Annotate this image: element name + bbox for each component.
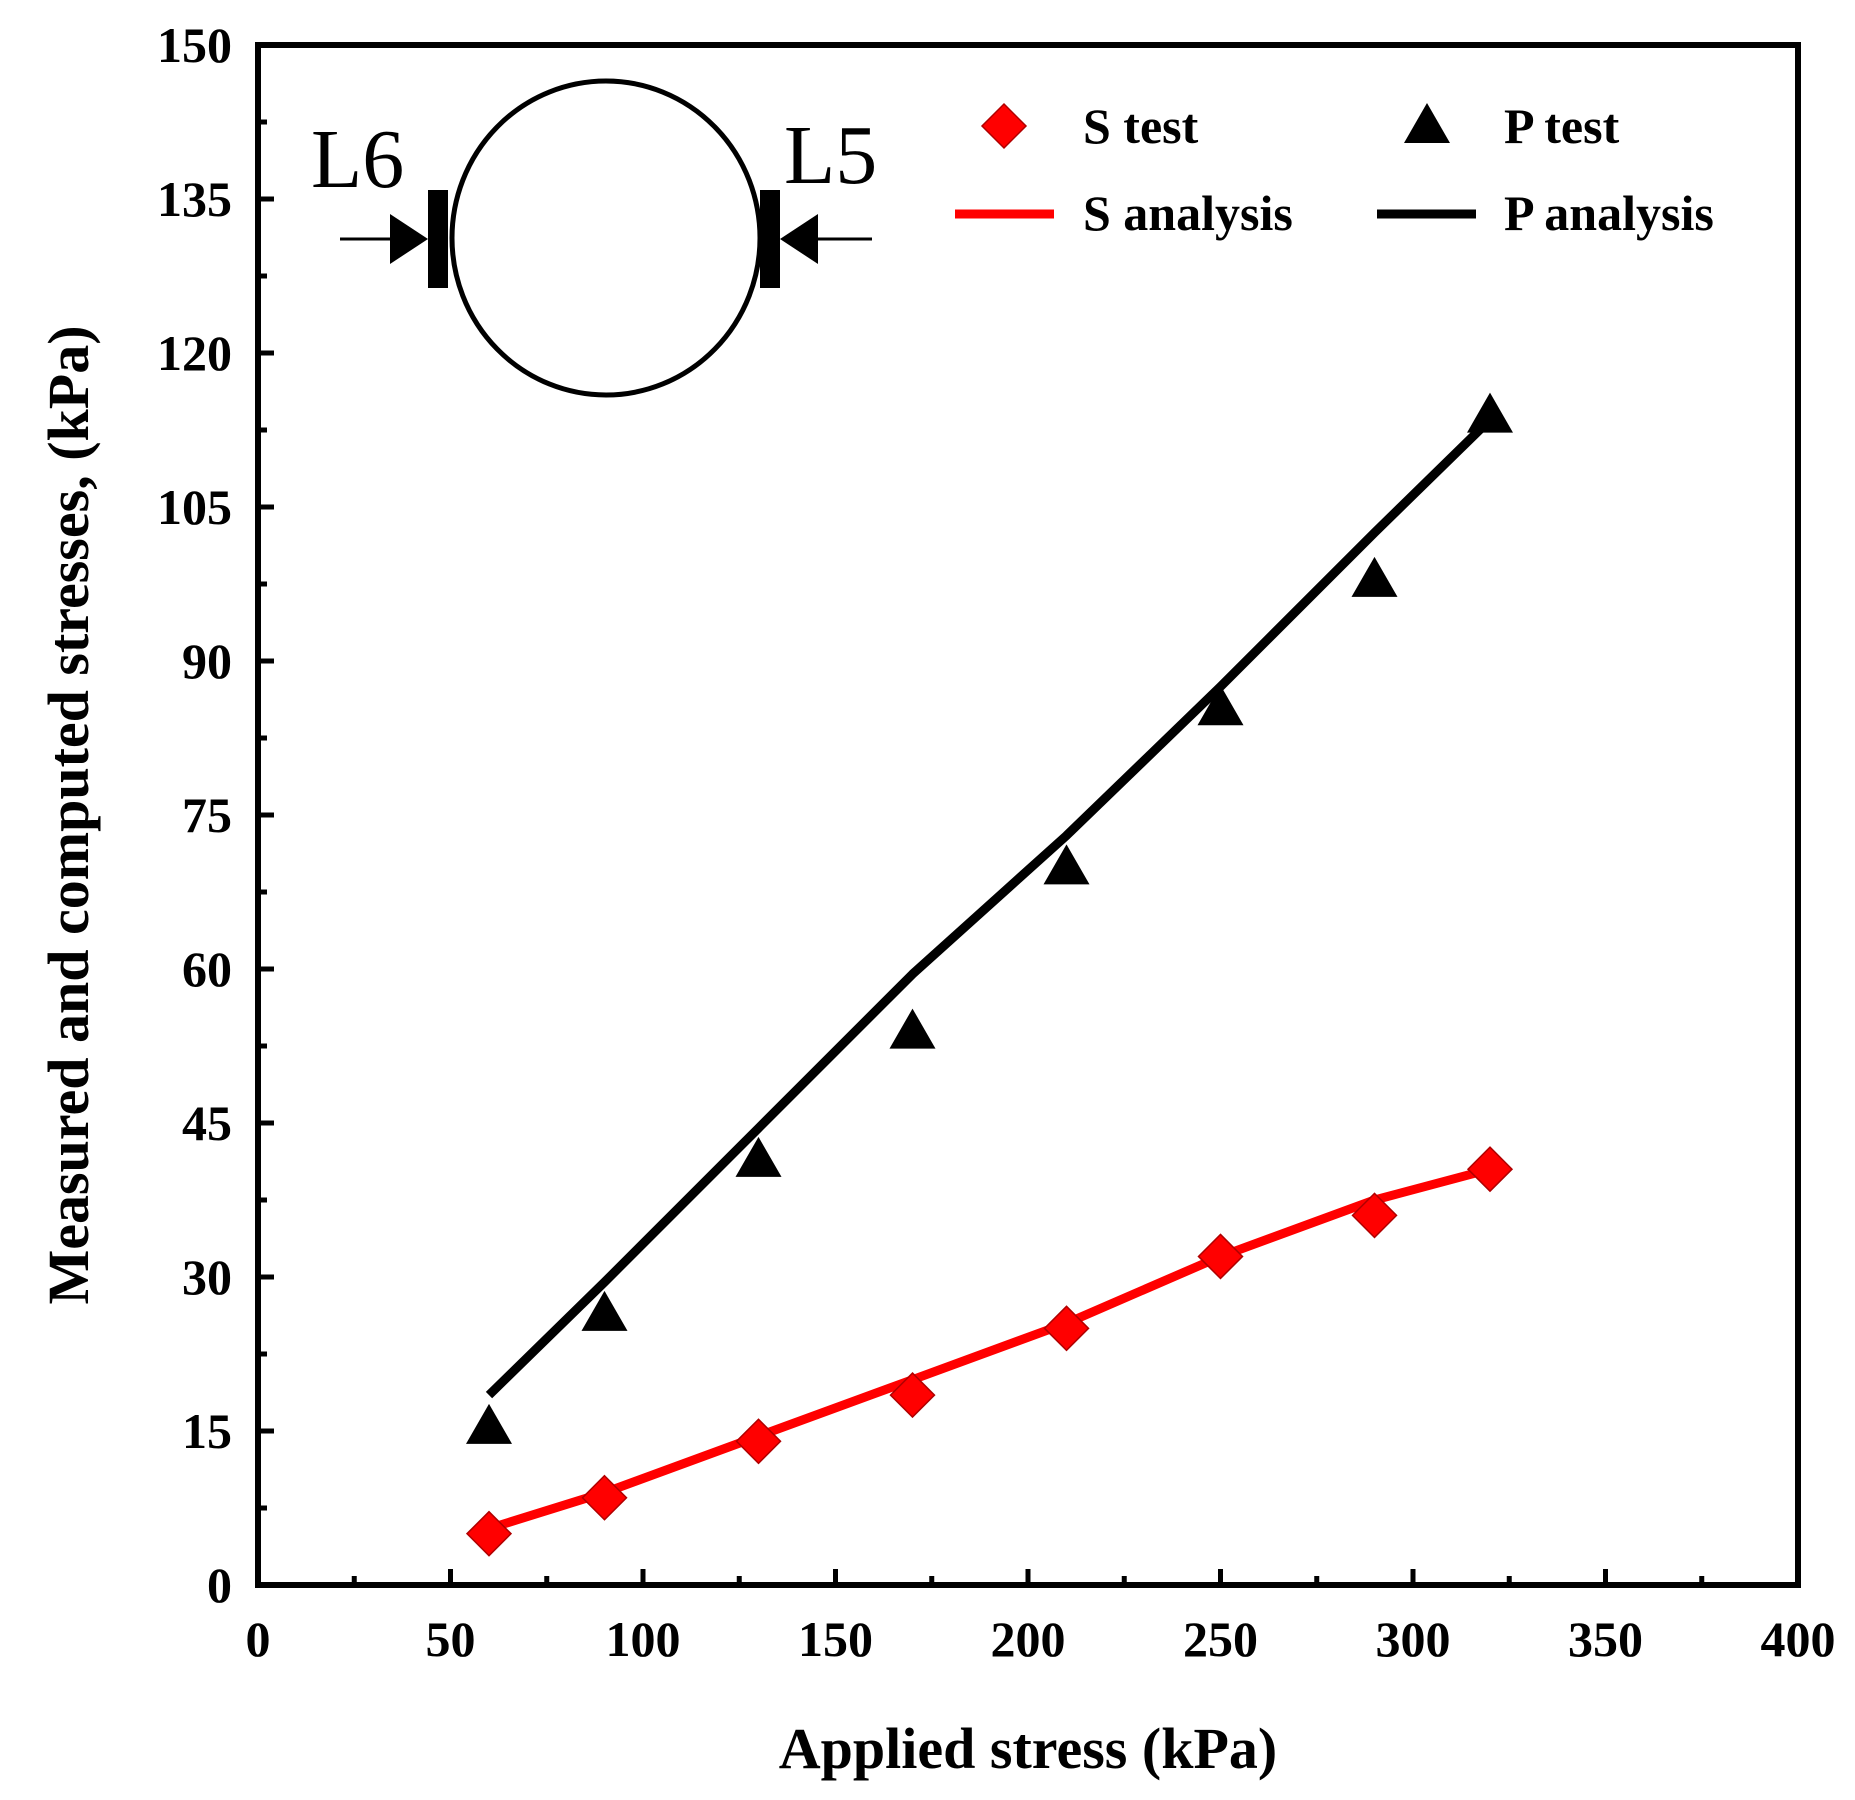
- pipe-circle: [449, 78, 763, 398]
- s-test-point: [581, 1474, 628, 1521]
- s-analysis-line: [487, 1164, 1492, 1533]
- y-tick-label: 75: [182, 787, 232, 843]
- legend-p-analysis-label: P analysis: [1504, 185, 1714, 241]
- legend-p-test-label: P test: [1504, 98, 1620, 154]
- p-test-point: [1351, 556, 1398, 597]
- p-analysis-line: [485, 416, 1494, 1399]
- legend-item-s-analysis: S analysis: [955, 185, 1293, 241]
- inset-pipe-diagram: L6 L5: [311, 78, 877, 398]
- y-tick-label: 150: [157, 17, 232, 73]
- s-test-point: [735, 1418, 782, 1465]
- legend-s-test-label: S test: [1083, 98, 1199, 154]
- legend-s-test-marker: [980, 102, 1028, 150]
- y-axis-tick-labels: 0 15 30 45 60 75 90 105 120 135 150: [157, 17, 232, 1613]
- legend-p-test-marker: [1404, 103, 1450, 143]
- x-axis-ticks: [351, 1569, 1705, 1585]
- y-tick-label: 105: [157, 479, 232, 535]
- right-pressure-cell: [760, 190, 780, 288]
- s-test-point: [1351, 1192, 1398, 1239]
- series-markers: [465, 392, 1514, 1557]
- s-test-point: [1197, 1233, 1244, 1280]
- x-tick-label: 0: [246, 1611, 271, 1667]
- y-tick-label: 0: [207, 1557, 232, 1613]
- p-test-point: [466, 1403, 512, 1444]
- x-tick-label: 400: [1761, 1611, 1836, 1667]
- inset-label-l6: L6: [311, 113, 404, 206]
- right-arrow-head: [780, 214, 818, 264]
- p-test-point: [735, 1136, 782, 1177]
- x-tick-label: 50: [426, 1611, 476, 1667]
- y-tick-label: 120: [157, 325, 232, 381]
- left-pressure-cell: [428, 190, 448, 288]
- inset-label-l5: L5: [784, 109, 877, 202]
- x-tick-label: 250: [1183, 1611, 1258, 1667]
- x-tick-label: 100: [606, 1611, 681, 1667]
- y-tick-label: 135: [157, 171, 232, 227]
- s-test-point: [1043, 1305, 1090, 1352]
- p-test-point: [1197, 685, 1244, 726]
- legend-s-analysis-label: S analysis: [1083, 185, 1293, 241]
- y-tick-label: 30: [182, 1249, 232, 1305]
- y-tick-label: 45: [182, 1095, 232, 1151]
- x-tick-label: 300: [1376, 1611, 1451, 1667]
- x-axis-title: Applied stress (kPa): [779, 1716, 1277, 1781]
- y-axis-ticks: [258, 119, 274, 1511]
- s-test-point: [465, 1510, 513, 1557]
- left-arrow-head: [390, 214, 428, 264]
- s-test-point: [1466, 1146, 1514, 1193]
- x-axis-tick-labels: 0 50 100 150 200 250 300 350 400: [246, 1611, 1836, 1667]
- p-test-point: [889, 1008, 936, 1049]
- y-tick-label: 15: [182, 1403, 232, 1459]
- legend-item-s-test: S test: [980, 98, 1199, 154]
- legend-item-p-test: P test: [1404, 98, 1620, 154]
- x-tick-label: 350: [1568, 1611, 1643, 1667]
- y-axis-title: Measured and computed stresses, (kPa): [36, 325, 101, 1304]
- x-tick-label: 150: [798, 1611, 873, 1667]
- x-tick-label: 200: [991, 1611, 1066, 1667]
- legend: S test P test S analysis P analysis: [955, 98, 1714, 241]
- series-lines: [485, 416, 1494, 1533]
- p-test-point: [1043, 844, 1090, 885]
- y-tick-label: 60: [182, 941, 232, 997]
- p-test-point: [1467, 392, 1513, 433]
- legend-item-p-analysis: P analysis: [1377, 185, 1714, 241]
- plot-frame: [255, 42, 1801, 1588]
- p-test-point: [581, 1290, 628, 1331]
- y-tick-label: 90: [182, 633, 232, 689]
- s-test-point: [889, 1372, 936, 1419]
